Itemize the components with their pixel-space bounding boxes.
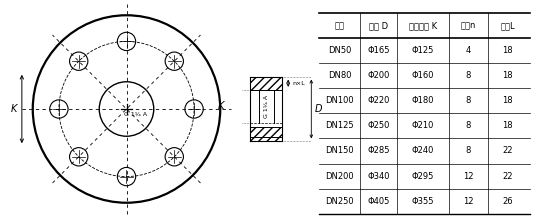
Text: 12: 12	[463, 172, 474, 181]
Text: 孔径L: 孔径L	[500, 21, 515, 30]
Text: n×L: n×L	[292, 81, 305, 86]
Text: Φ355: Φ355	[412, 197, 434, 206]
Text: Φ405: Φ405	[367, 197, 390, 206]
Text: Φ180: Φ180	[412, 96, 434, 105]
Text: D: D	[315, 104, 323, 114]
Text: Φ285: Φ285	[367, 146, 390, 155]
Bar	[250, 128, 282, 141]
Text: 8: 8	[466, 71, 471, 80]
Text: 12: 12	[463, 197, 474, 206]
Text: Φ160: Φ160	[412, 71, 434, 80]
Text: 26: 26	[502, 197, 513, 206]
Text: K: K	[218, 101, 224, 111]
Text: 18: 18	[502, 46, 513, 55]
Bar	[250, 137, 282, 141]
Text: 22: 22	[502, 172, 513, 181]
Text: Φ125: Φ125	[412, 46, 434, 55]
Text: 22: 22	[502, 146, 513, 155]
Text: Φ340: Φ340	[367, 172, 390, 181]
Text: 18: 18	[502, 96, 513, 105]
Text: DN100: DN100	[325, 96, 354, 105]
Text: DN80: DN80	[328, 71, 351, 80]
Text: DN200: DN200	[325, 172, 354, 181]
Text: 8: 8	[466, 96, 471, 105]
Text: DN50: DN50	[328, 46, 351, 55]
Text: Φ165: Φ165	[367, 46, 390, 55]
Text: Φ250: Φ250	[367, 121, 390, 130]
Text: Φ200: Φ200	[367, 71, 390, 80]
Text: Φ240: Φ240	[412, 146, 434, 155]
Text: 中心孔距 K: 中心孔距 K	[409, 21, 437, 30]
Text: Φ220: Φ220	[367, 96, 390, 105]
Text: K: K	[11, 104, 18, 114]
Text: G 1¼ A: G 1¼ A	[124, 112, 147, 117]
Text: 8: 8	[466, 146, 471, 155]
Text: 18: 18	[502, 121, 513, 130]
Text: G 1¼ A: G 1¼ A	[264, 95, 269, 118]
Text: 8: 8	[466, 121, 471, 130]
Text: DN125: DN125	[325, 121, 354, 130]
Bar	[250, 77, 282, 90]
Text: DN250: DN250	[325, 197, 354, 206]
Text: 规格: 规格	[334, 21, 344, 30]
Text: Φ210: Φ210	[412, 121, 434, 130]
Text: Φ295: Φ295	[412, 172, 434, 181]
Text: 外径 D: 外径 D	[369, 21, 388, 30]
Text: DN150: DN150	[325, 146, 354, 155]
Text: 4: 4	[466, 46, 471, 55]
Text: 18: 18	[502, 71, 513, 80]
Text: 孔数n: 孔数n	[461, 21, 476, 30]
